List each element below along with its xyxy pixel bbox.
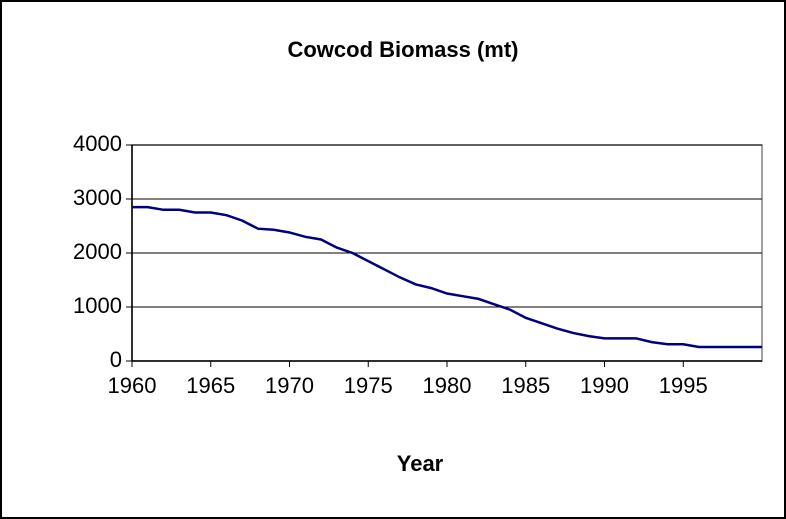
x-tick-label: 1980 [423, 373, 472, 398]
y-tick-label: 4000 [73, 131, 122, 156]
x-tick-label: 1960 [108, 373, 157, 398]
y-tick-label: 2000 [73, 239, 122, 264]
x-tick-label: 1970 [265, 373, 314, 398]
data-line [132, 205, 762, 349]
x-axis-label: Year [397, 451, 444, 476]
y-tick-label: 0 [110, 347, 122, 372]
x-tick-label: 1995 [659, 373, 708, 398]
x-tick-label: 1985 [501, 373, 550, 398]
y-tick-label: 1000 [73, 293, 122, 318]
x-tick-label: 1975 [344, 373, 393, 398]
y-tick-label: 3000 [73, 185, 122, 210]
chart-title: Cowcod Biomass (mt) [287, 37, 518, 62]
x-tick-label: 1965 [186, 373, 235, 398]
x-tick-label: 1990 [580, 373, 629, 398]
